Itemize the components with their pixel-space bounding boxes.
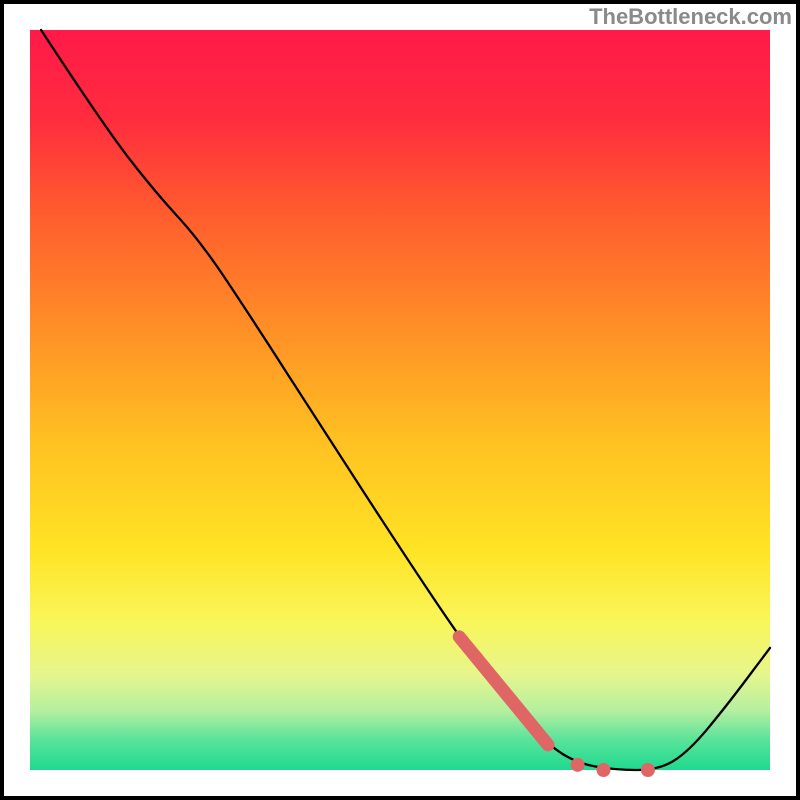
figure-container: TheBottleneck.com <box>0 0 800 800</box>
bottleneck-curve-chart <box>0 0 800 800</box>
highlight-dot <box>597 763 611 777</box>
plot-background <box>30 30 770 770</box>
highlight-dot <box>641 763 655 777</box>
highlight-dot <box>571 758 585 772</box>
